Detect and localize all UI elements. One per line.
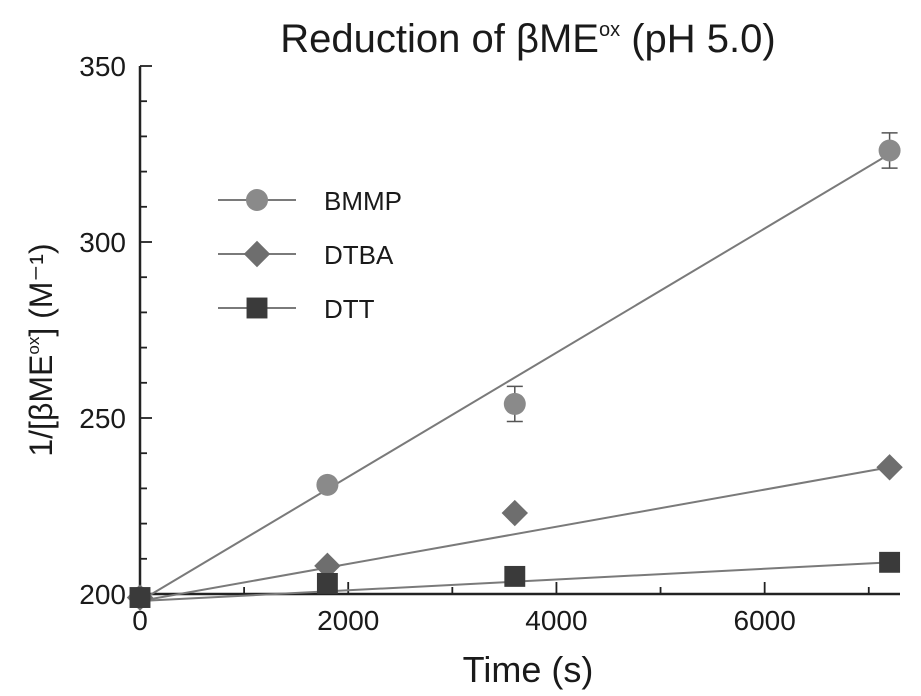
y-tick-label: 350 <box>79 51 126 82</box>
legend-marker-dtba <box>243 240 271 268</box>
data-point-dtba <box>876 454 903 481</box>
fit-line-dtba <box>139 466 890 603</box>
y-tick-label: 200 <box>79 579 126 610</box>
chart-title: Reduction of βMEox (pH 5.0) <box>280 17 775 61</box>
data-point-bmmp <box>316 473 339 496</box>
x-tick-label: 4000 <box>525 605 587 636</box>
y-axis-label: 1/[βMEox] (M⁻¹) <box>23 243 59 456</box>
x-tick-label: 2000 <box>317 605 379 636</box>
x-axis-label: Time (s) <box>463 649 594 690</box>
legend: BMMP DTBA DTT <box>218 186 402 324</box>
data-point-dtt <box>879 551 901 573</box>
chart-title-main: Reduction of βME <box>280 17 599 61</box>
legend-label-dtba: DTBA <box>324 240 394 270</box>
chart-title-superscript: ox <box>599 19 620 41</box>
fit-lines <box>139 153 891 603</box>
x-tick-label: 6000 <box>734 605 796 636</box>
error-bars <box>506 132 898 423</box>
data-point-dtt <box>504 565 526 587</box>
y-axis-label-pre: 1/[βME <box>23 355 59 457</box>
data-point-dtba <box>501 499 528 527</box>
data-point-dtt <box>129 587 151 608</box>
y-tick-label: 250 <box>79 403 126 434</box>
data-point-dtt <box>316 572 338 594</box>
legend-label-dtt: DTT <box>324 294 375 324</box>
legend-marker-dtt <box>246 297 268 319</box>
data-point-bmmp <box>878 139 901 162</box>
data-point-bmmp <box>503 392 526 415</box>
axis-ticks: 0 2000 4000 6000 200 250 300 350 <box>79 51 870 636</box>
x-tick-label: 0 <box>132 605 148 636</box>
legend-label-bmmp: BMMP <box>324 186 402 216</box>
y-axis-label-superscript: ox <box>24 336 43 354</box>
y-axis-label-post: ] (M⁻¹) <box>23 243 59 336</box>
data-points <box>126 139 903 611</box>
y-tick-label: 300 <box>79 227 126 258</box>
data-point-dtba <box>314 552 341 580</box>
chart-title-tail: (pH 5.0) <box>620 17 776 61</box>
fit-line-bmmp <box>139 153 891 602</box>
legend-marker-bmmp <box>246 189 268 211</box>
